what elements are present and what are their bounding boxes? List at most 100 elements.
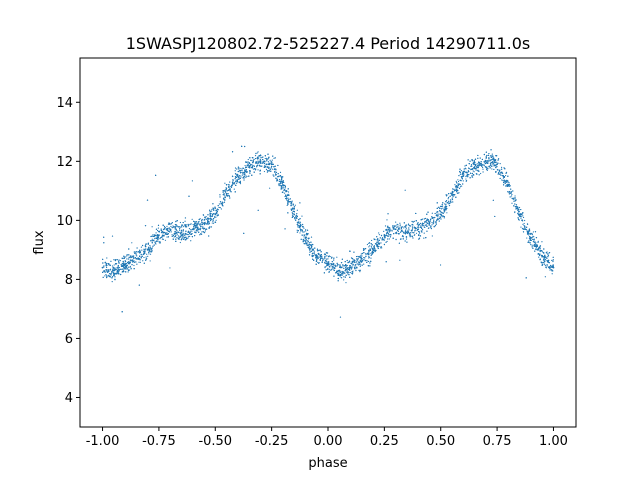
- data-point: [490, 156, 493, 159]
- data-point: [243, 173, 245, 176]
- data-point: [166, 227, 168, 230]
- data-point: [303, 227, 305, 229]
- data-point: [254, 168, 257, 170]
- data-point: [193, 224, 196, 226]
- data-point: [174, 228, 176, 230]
- data-point: [287, 191, 290, 193]
- data-point: [303, 236, 305, 238]
- data-point: [118, 260, 120, 262]
- data-point: [126, 254, 128, 256]
- data-point: [114, 273, 116, 275]
- data-point: [197, 228, 200, 230]
- data-point: [543, 258, 545, 261]
- data-point: [537, 240, 539, 242]
- data-point: [431, 224, 433, 226]
- data-point: [238, 181, 240, 184]
- data-point: [462, 170, 464, 173]
- data-point: [513, 198, 515, 200]
- data-point: [317, 257, 319, 260]
- data-point: [437, 217, 439, 219]
- data-point: [284, 228, 286, 230]
- data-point: [413, 226, 415, 228]
- data-point: [465, 175, 467, 178]
- data-point: [468, 163, 470, 165]
- data-point: [463, 168, 465, 170]
- data-point: [251, 174, 253, 176]
- data-point: [145, 256, 147, 258]
- data-point: [329, 255, 331, 258]
- data-point: [353, 251, 355, 253]
- data-point: [270, 165, 273, 168]
- data-point: [366, 260, 368, 262]
- data-point: [172, 226, 175, 228]
- data-point: [299, 218, 301, 220]
- data-point: [349, 276, 351, 278]
- data-point: [510, 195, 513, 197]
- data-point: [515, 208, 517, 210]
- data-point: [116, 259, 118, 261]
- data-point: [308, 242, 310, 244]
- data-point: [499, 172, 501, 174]
- data-point: [541, 241, 543, 243]
- data-point: [256, 156, 259, 158]
- data-point: [448, 204, 451, 207]
- data-point: [445, 200, 448, 202]
- data-point: [430, 225, 432, 227]
- data-point: [500, 172, 503, 174]
- data-point: [552, 265, 554, 268]
- data-point: [225, 194, 228, 196]
- data-point: [136, 263, 138, 265]
- data-point: [506, 185, 508, 187]
- data-point: [528, 238, 531, 240]
- data-point: [159, 238, 161, 240]
- data-point: [234, 191, 236, 193]
- data-point: [259, 154, 261, 157]
- data-point: [114, 259, 116, 261]
- data-point: [269, 159, 271, 161]
- data-point: [269, 168, 271, 170]
- data-point: [141, 249, 143, 251]
- data-point: [416, 229, 418, 231]
- data-point: [371, 247, 373, 249]
- data-point: [146, 253, 148, 255]
- data-point: [380, 242, 382, 244]
- data-point: [491, 155, 493, 157]
- data-point: [284, 195, 286, 198]
- data-point: [439, 207, 441, 209]
- data-point: [318, 256, 320, 259]
- data-point: [429, 220, 431, 222]
- data-point: [324, 256, 326, 258]
- data-point: [257, 151, 259, 153]
- data-point: [439, 216, 441, 218]
- data-point: [202, 228, 205, 230]
- data-point: [393, 226, 395, 228]
- data-point: [130, 258, 132, 260]
- data-point: [228, 189, 230, 191]
- data-point: [103, 270, 105, 272]
- data-point: [300, 238, 302, 240]
- data-point: [240, 176, 242, 178]
- data-point: [341, 274, 343, 276]
- data-point: [287, 212, 289, 214]
- data-point: [445, 206, 448, 208]
- data-point: [333, 275, 335, 277]
- data-point: [209, 210, 211, 213]
- data-point: [425, 220, 427, 222]
- data-point: [457, 180, 460, 183]
- data-point: [138, 261, 140, 263]
- data-point: [547, 252, 549, 255]
- data-point: [123, 268, 125, 270]
- data-point: [428, 224, 430, 226]
- data-point: [304, 240, 307, 242]
- data-point: [301, 229, 303, 231]
- data-point: [149, 260, 151, 262]
- data-point: [208, 220, 210, 223]
- data-point: [111, 265, 114, 267]
- data-point: [378, 234, 381, 236]
- data-point: [409, 236, 411, 238]
- data-point: [248, 166, 250, 168]
- data-point: [164, 239, 167, 241]
- data-point: [235, 168, 238, 170]
- data-point: [126, 255, 128, 257]
- data-point: [471, 168, 474, 170]
